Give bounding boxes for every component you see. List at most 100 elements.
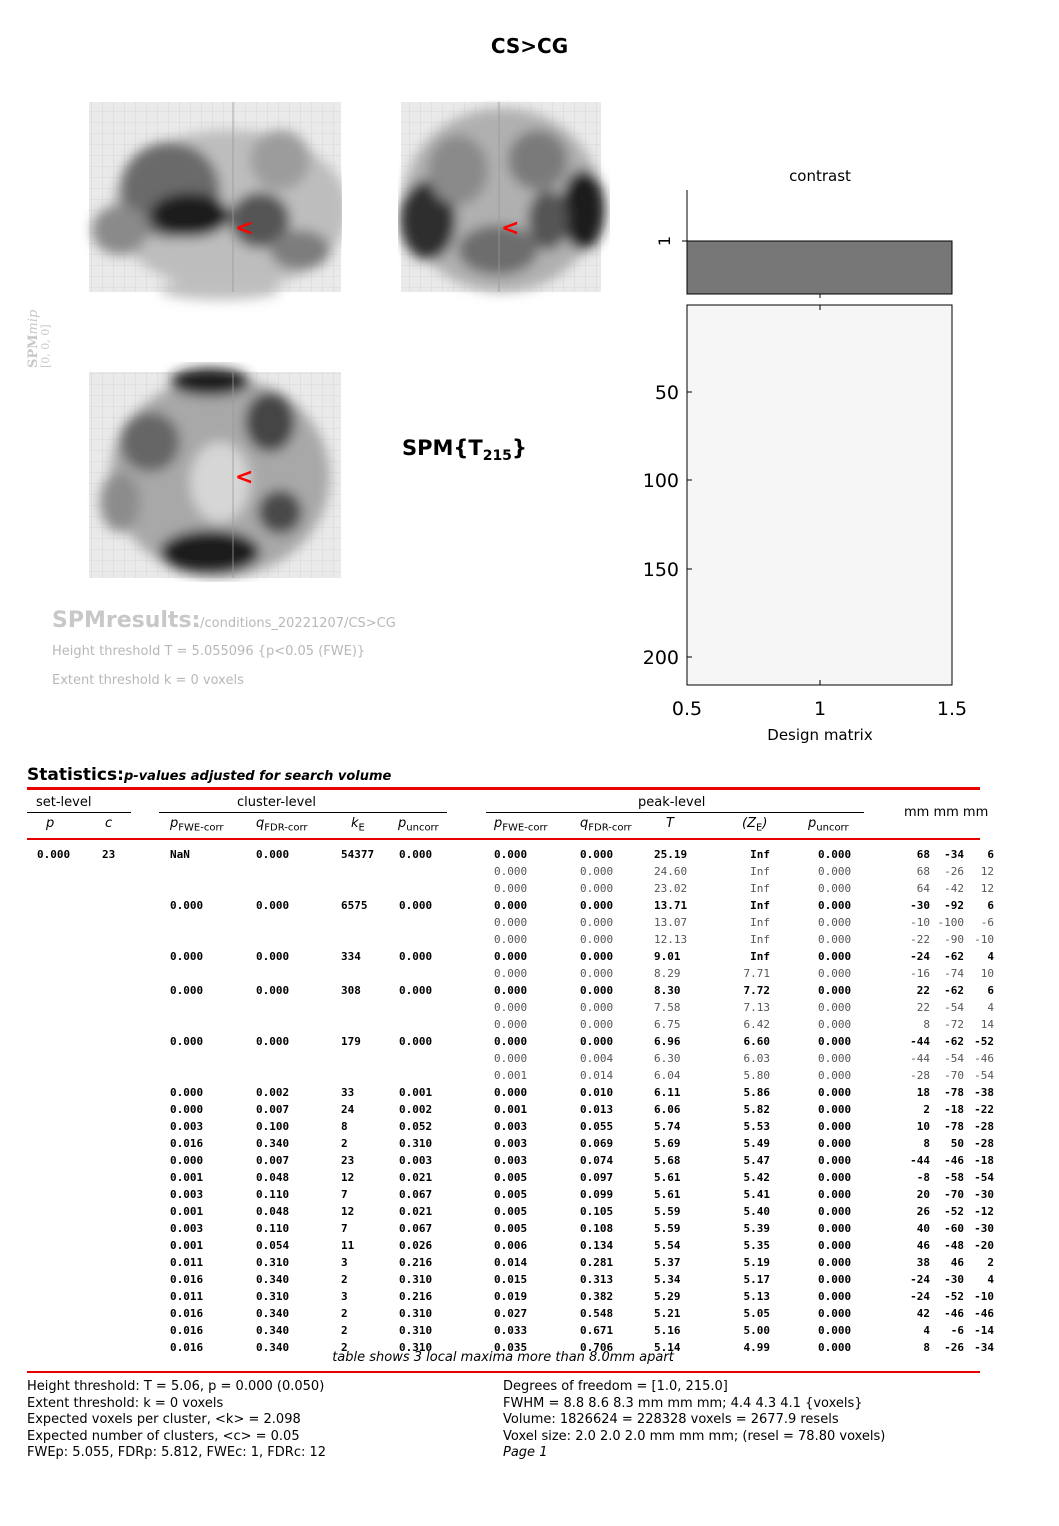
table-cell-pf: 0.000	[494, 1052, 528, 1065]
table-cell-cq: 0.110	[256, 1222, 290, 1235]
table-cell-pf: 0.000	[494, 984, 528, 997]
table-cell-zz: 12	[980, 865, 994, 878]
table-cell-pu: 0.000	[818, 899, 852, 912]
table-cell-pf: 0.000	[494, 967, 528, 980]
table-cell-pu: 0.000	[818, 1035, 852, 1048]
table-row: 0.000 0.000 179 0.000 0.000 0.000 6.96 6.60 0.00…	[0, 1035, 1059, 1052]
table-cell-pq: 0.000	[580, 1035, 614, 1048]
statistics-heading: Statistics:	[27, 765, 124, 785]
table-cell-y: -74	[944, 967, 964, 980]
mip-sagittal-view[interactable]: <	[80, 100, 342, 312]
table-cell-pq: 0.000	[580, 882, 614, 895]
table-cell-ke: 2	[341, 1273, 348, 1286]
mip-coronal-view[interactable]: <	[398, 100, 610, 312]
table-row: 0.001 0.054 11 0.026 0.006 0.134 5.54 5.35 0.000…	[0, 1239, 1059, 1256]
table-cell-cu: 0.067	[399, 1222, 433, 1235]
table-cell-zz: -52	[974, 1035, 994, 1048]
table-cell-cu: 0.002	[399, 1103, 433, 1116]
table-cell-ke: 7	[341, 1222, 348, 1235]
table-cell-x: 8	[923, 1018, 930, 1031]
table-cell-cq: 0.000	[256, 899, 290, 912]
set-level-header: set-level	[36, 795, 92, 810]
table-cell-pu: 0.000	[818, 1069, 852, 1082]
table-cell-cf: 0.001	[170, 1239, 204, 1252]
table-cell-y: -70	[944, 1069, 964, 1082]
design-ytick-50: 50	[655, 382, 679, 404]
table-cell-y: -46	[944, 1154, 964, 1167]
table-row: 0.000 0.000 6.75 6.42 0.000 8 -72 14	[0, 1018, 1059, 1035]
table-cell-cq: 0.007	[256, 1154, 290, 1167]
table-cell-pf: 0.014	[494, 1256, 528, 1269]
table-cell-cq: 0.340	[256, 1273, 290, 1286]
table-cell-y: -78	[944, 1120, 964, 1133]
table-cell-ke: 2	[341, 1324, 348, 1337]
table-cell-zz: -54	[974, 1171, 994, 1184]
contrast-bar	[686, 240, 953, 295]
table-cell-z: 5.42	[743, 1171, 771, 1184]
table-cell-y: -72	[944, 1018, 964, 1031]
design-matrix-panel[interactable]: contrast 1 50 100 150 200 0.5 1 1.5 Desi…	[630, 160, 990, 750]
table-cell-cu: 0.000	[399, 1035, 433, 1048]
table-cell-y: -52	[944, 1205, 964, 1218]
col-cluster-pfwe: pFWE-corr	[170, 816, 224, 834]
table-cell-z: 5.17	[743, 1273, 771, 1286]
table-cell-pu: 0.000	[818, 1273, 852, 1286]
table-cell-cq: 0.310	[256, 1290, 290, 1303]
col-peak-t: T	[666, 816, 674, 831]
table-cell-pu: 0.000	[818, 1018, 852, 1031]
table-cell-pu: 0.000	[818, 933, 852, 946]
table-cell-cf: 0.016	[170, 1137, 204, 1150]
table-cell-y: -48	[944, 1239, 964, 1252]
table-cell-x: 68	[916, 865, 930, 878]
cluster-level-header: cluster-level	[237, 795, 316, 810]
table-cell-pu: 0.000	[818, 1256, 852, 1269]
table-cell-cu: 0.003	[399, 1154, 433, 1167]
table-cell-pu: 0.000	[818, 1290, 852, 1303]
table-cell-zz: -18	[974, 1154, 994, 1167]
table-cell-t: 5.54	[654, 1239, 681, 1252]
table-cell-z: 5.00	[743, 1324, 771, 1337]
table-cell-pf: 0.019	[494, 1290, 528, 1303]
table-row: 0.001 0.048 12 0.021 0.005 0.105 5.59 5.40 0.000…	[0, 1205, 1059, 1222]
table-cell-cq: 0.000	[256, 1035, 290, 1048]
footer-extent-threshold: Extent threshold: k = 0 voxels	[27, 1395, 224, 1411]
table-cell-t: 5.16	[654, 1324, 681, 1337]
table-row: 0.000 0.000 23.02 Inf 0.000 64 -42 12	[0, 882, 1059, 899]
table-cell-pf: 0.001	[494, 1103, 528, 1116]
table-cell-pu: 0.000	[818, 1137, 852, 1150]
design-ytick-150: 150	[643, 559, 679, 581]
table-cell-zz: -28	[974, 1120, 994, 1133]
table-cell-z: 5.13	[743, 1290, 771, 1303]
table-cell-ke: 8	[341, 1120, 348, 1133]
mip-axial-view[interactable]: <	[80, 362, 342, 582]
table-cell-cq: 0.310	[256, 1256, 290, 1269]
table-cell-pf: 0.000	[494, 916, 528, 929]
table-cell-ke: 12	[341, 1205, 355, 1218]
table-cell-pu: 0.000	[818, 1154, 852, 1167]
table-cell-pq: 0.382	[580, 1290, 614, 1303]
table-cell-x: -24	[910, 1273, 930, 1286]
table-cell-cu: 0.310	[399, 1137, 433, 1150]
table-cell-ke: 2	[341, 1341, 348, 1354]
footer-volume: Volume: 1826624 = 228328 voxels = 2677.9…	[503, 1412, 839, 1428]
svg-text:SPMmip: SPMmip	[26, 309, 41, 368]
design-xtick-1.5: 1.5	[937, 698, 967, 720]
table-cell-zz: 6	[987, 984, 994, 997]
table-row: 0.016 0.340 2 0.310 0.015 0.313 5.34 5.17 0.000 -…	[0, 1273, 1059, 1290]
table-cell-ke: 24	[341, 1103, 355, 1116]
table-cell-cq: 0.048	[256, 1171, 290, 1184]
table-cell-cf: 0.000	[170, 1035, 204, 1048]
table-cell-cu: 0.216	[399, 1256, 433, 1269]
table-cell-pf: 0.003	[494, 1137, 528, 1150]
table-cell-setp: 0.000	[37, 848, 71, 861]
table-cell-t: 6.30	[654, 1052, 681, 1065]
table-note: table shows 3 local maxima more than 8.0…	[332, 1350, 674, 1365]
table-cell-cu: 0.052	[399, 1120, 433, 1133]
table-cell-zz: -54	[974, 1069, 994, 1082]
table-cell-cf: 0.000	[170, 950, 204, 963]
table-cell-pu: 0.000	[818, 916, 852, 929]
table-cell-x: 8	[923, 1341, 930, 1354]
table-row: 0.000 0.004 6.30 6.03 0.000 -44 -54 -46	[0, 1052, 1059, 1069]
table-cell-cu: 0.000	[399, 848, 433, 861]
table-cell-x: -44	[910, 1035, 930, 1048]
